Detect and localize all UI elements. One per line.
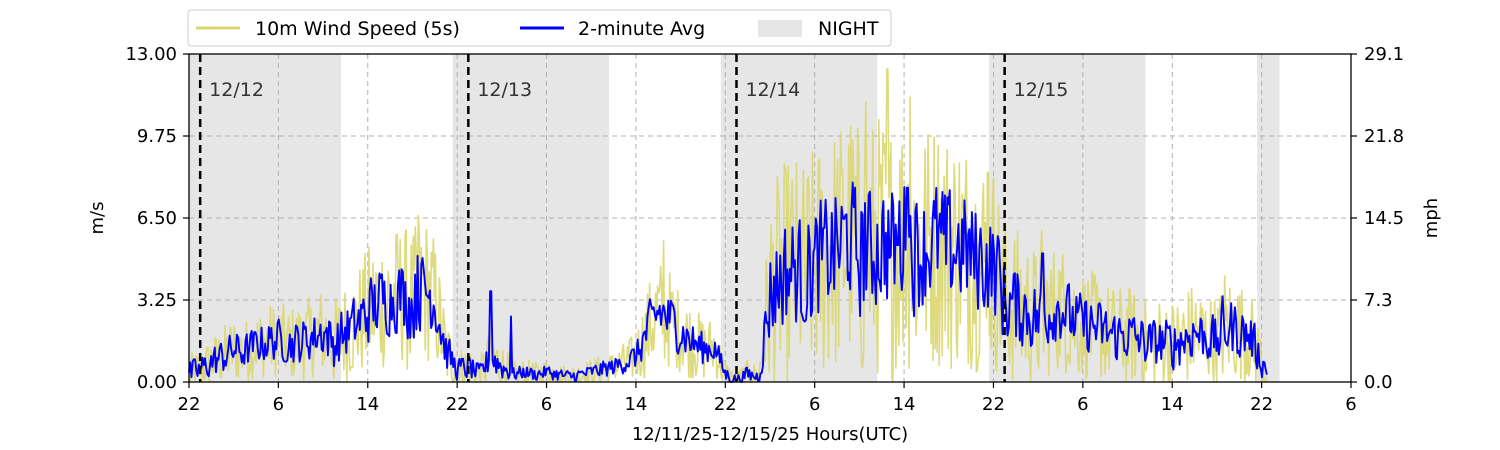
x-tick-label: 22 bbox=[178, 394, 201, 415]
y-axis-title-left: m/s bbox=[87, 202, 108, 235]
x-tick-label: 6 bbox=[809, 394, 820, 415]
day-marker-label: 12/13 bbox=[477, 79, 532, 101]
x-tick-label: 6 bbox=[1345, 394, 1356, 415]
y-tick-label-left: 0.00 bbox=[137, 372, 177, 393]
x-tick-label: 14 bbox=[893, 394, 916, 415]
y-tick-label-right: 21.8 bbox=[1364, 126, 1404, 147]
x-tick-label: 22 bbox=[446, 394, 469, 415]
y-tick-label-left: 13.00 bbox=[125, 44, 177, 65]
day-marker-label: 12/12 bbox=[209, 79, 264, 101]
y-tick-label-right: 14.5 bbox=[1364, 208, 1404, 229]
x-tick-label: 22 bbox=[982, 394, 1005, 415]
y-tick-label-right: 29.1 bbox=[1364, 44, 1404, 65]
x-tick-label: 6 bbox=[273, 394, 284, 415]
two-minute-avg-line bbox=[188, 181, 1268, 383]
x-tick-label: 14 bbox=[624, 394, 647, 415]
y-tick-label-left: 3.25 bbox=[137, 290, 177, 311]
axes-layer: 22 6 14 22 6 14 22 6 14 22 6 14 22 6 0.00 0.0 3.25 7.3 6.5… bbox=[125, 44, 1404, 415]
day-marker-label: 12/15 bbox=[1014, 79, 1069, 101]
day-marker-layer: 12/12 12/13 12/14 12/15 bbox=[198, 54, 1069, 382]
y-axis-title-right: mph bbox=[1421, 198, 1442, 238]
y-tick-label-left: 6.50 bbox=[137, 208, 177, 229]
legend: 10m Wind Speed (5s) 2-minute Avg NIGHT bbox=[187, 9, 892, 47]
x-tick-label: 6 bbox=[1077, 394, 1088, 415]
y-tick-label-left: 9.75 bbox=[137, 126, 177, 147]
x-tick-label: 22 bbox=[1250, 394, 1273, 415]
y-tick-label-right: 0.0 bbox=[1364, 372, 1393, 393]
legend-label-avg: 2-minute Avg bbox=[578, 18, 705, 40]
x-tick-label: 22 bbox=[714, 394, 737, 415]
x-axis-title: 12/11/25-12/15/25 Hours(UTC) bbox=[632, 424, 908, 445]
legend-label-night: NIGHT bbox=[818, 18, 879, 40]
legend-label-wind: 10m Wind Speed (5s) bbox=[255, 18, 460, 40]
x-tick-label: 14 bbox=[356, 394, 379, 415]
day-marker-label: 12/14 bbox=[745, 79, 800, 101]
legend-swatch-night bbox=[758, 20, 802, 37]
x-tick-label: 6 bbox=[541, 394, 552, 415]
x-tick-label: 14 bbox=[1161, 394, 1184, 415]
y-tick-label-right: 7.3 bbox=[1364, 290, 1393, 311]
